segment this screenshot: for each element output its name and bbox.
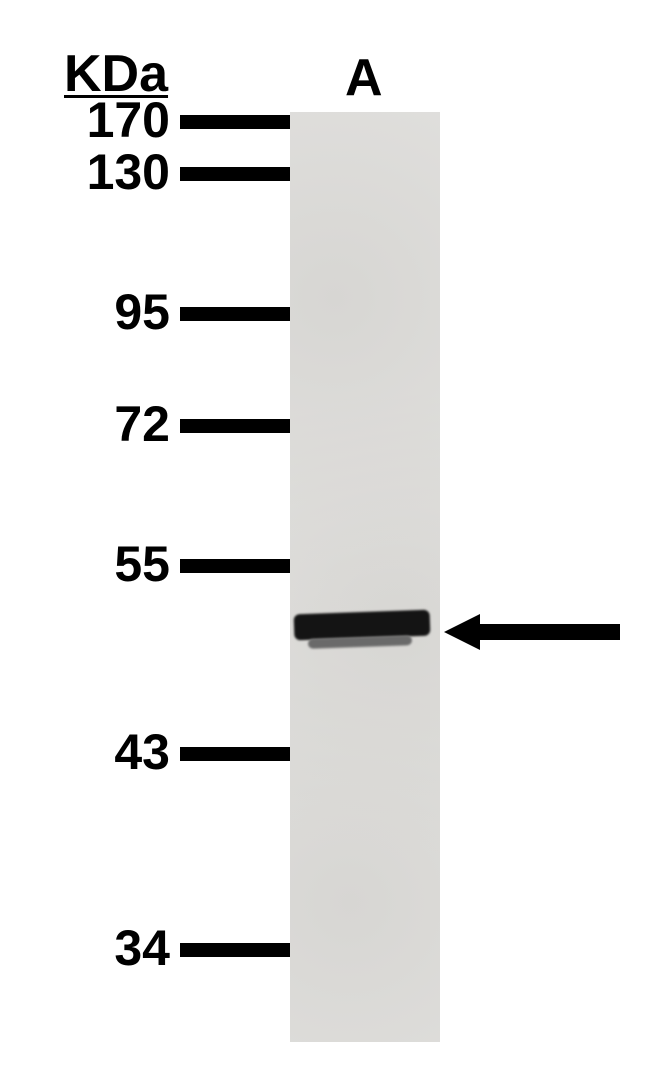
marker-label: 170 (50, 91, 170, 149)
marker-tick (180, 943, 290, 957)
band-arrow-head (444, 614, 480, 650)
lane-label-a: A (345, 48, 383, 108)
marker-label: 43 (50, 723, 170, 781)
marker-tick (180, 419, 290, 433)
marker-label: 95 (50, 283, 170, 341)
marker-tick (180, 559, 290, 573)
blot-figure: KDa A 1701309572554334 (0, 0, 650, 1073)
marker-label: 72 (50, 395, 170, 453)
marker-tick (180, 307, 290, 321)
marker-tick (180, 167, 290, 181)
marker-tick (180, 115, 290, 129)
marker-label: 130 (50, 143, 170, 201)
lane-a (290, 112, 440, 1042)
marker-label: 55 (50, 535, 170, 593)
marker-tick (180, 747, 290, 761)
marker-label: 34 (50, 919, 170, 977)
band-arrow-stem (480, 624, 620, 640)
